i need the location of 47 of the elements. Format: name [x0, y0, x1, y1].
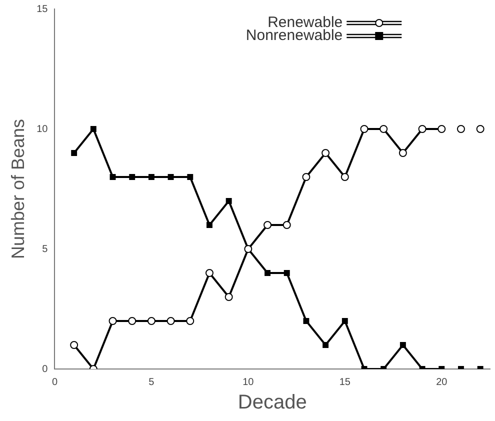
point: [303, 318, 310, 324]
point: [284, 270, 290, 276]
point: [70, 341, 78, 349]
point: [282, 221, 291, 229]
point: [71, 150, 78, 156]
point: [264, 221, 272, 229]
point: [186, 317, 194, 325]
point: [476, 125, 484, 133]
y-tick-label: 10: [36, 124, 48, 135]
point: [168, 174, 174, 180]
x-tick-label: 0: [52, 376, 58, 388]
point: [360, 125, 368, 133]
point: [264, 270, 270, 276]
point: [302, 173, 310, 181]
y-tick-label: 5: [42, 244, 48, 255]
point: [340, 173, 349, 181]
x-tick-label: 20: [436, 376, 448, 388]
point: [322, 149, 330, 157]
point: [110, 174, 116, 180]
point: [147, 317, 156, 325]
point: [148, 174, 154, 180]
point: [108, 317, 117, 325]
x-tick-label: 10: [242, 376, 254, 388]
point: [322, 342, 329, 348]
point: [226, 198, 232, 204]
y-tick-label: 15: [36, 4, 48, 15]
point: [129, 174, 136, 180]
point: [206, 222, 212, 228]
point: [342, 318, 348, 324]
point: [400, 342, 406, 348]
point: [90, 126, 96, 132]
point: [224, 293, 233, 301]
point: [187, 174, 194, 180]
x-tick-label: 15: [339, 376, 351, 388]
legend-label: Nonrenewable: [246, 27, 343, 44]
y-axis-title: Number of Beans: [8, 118, 28, 260]
point: [380, 125, 388, 133]
y-tick-label: 0: [42, 364, 48, 375]
point: [418, 125, 426, 133]
point: [398, 149, 407, 157]
point: [205, 269, 214, 277]
point: [438, 125, 446, 133]
x-axis-title: Decade: [238, 392, 307, 414]
point: [128, 317, 136, 325]
point: [166, 317, 175, 325]
point: [456, 125, 465, 133]
x-tick-label: 5: [148, 376, 155, 388]
